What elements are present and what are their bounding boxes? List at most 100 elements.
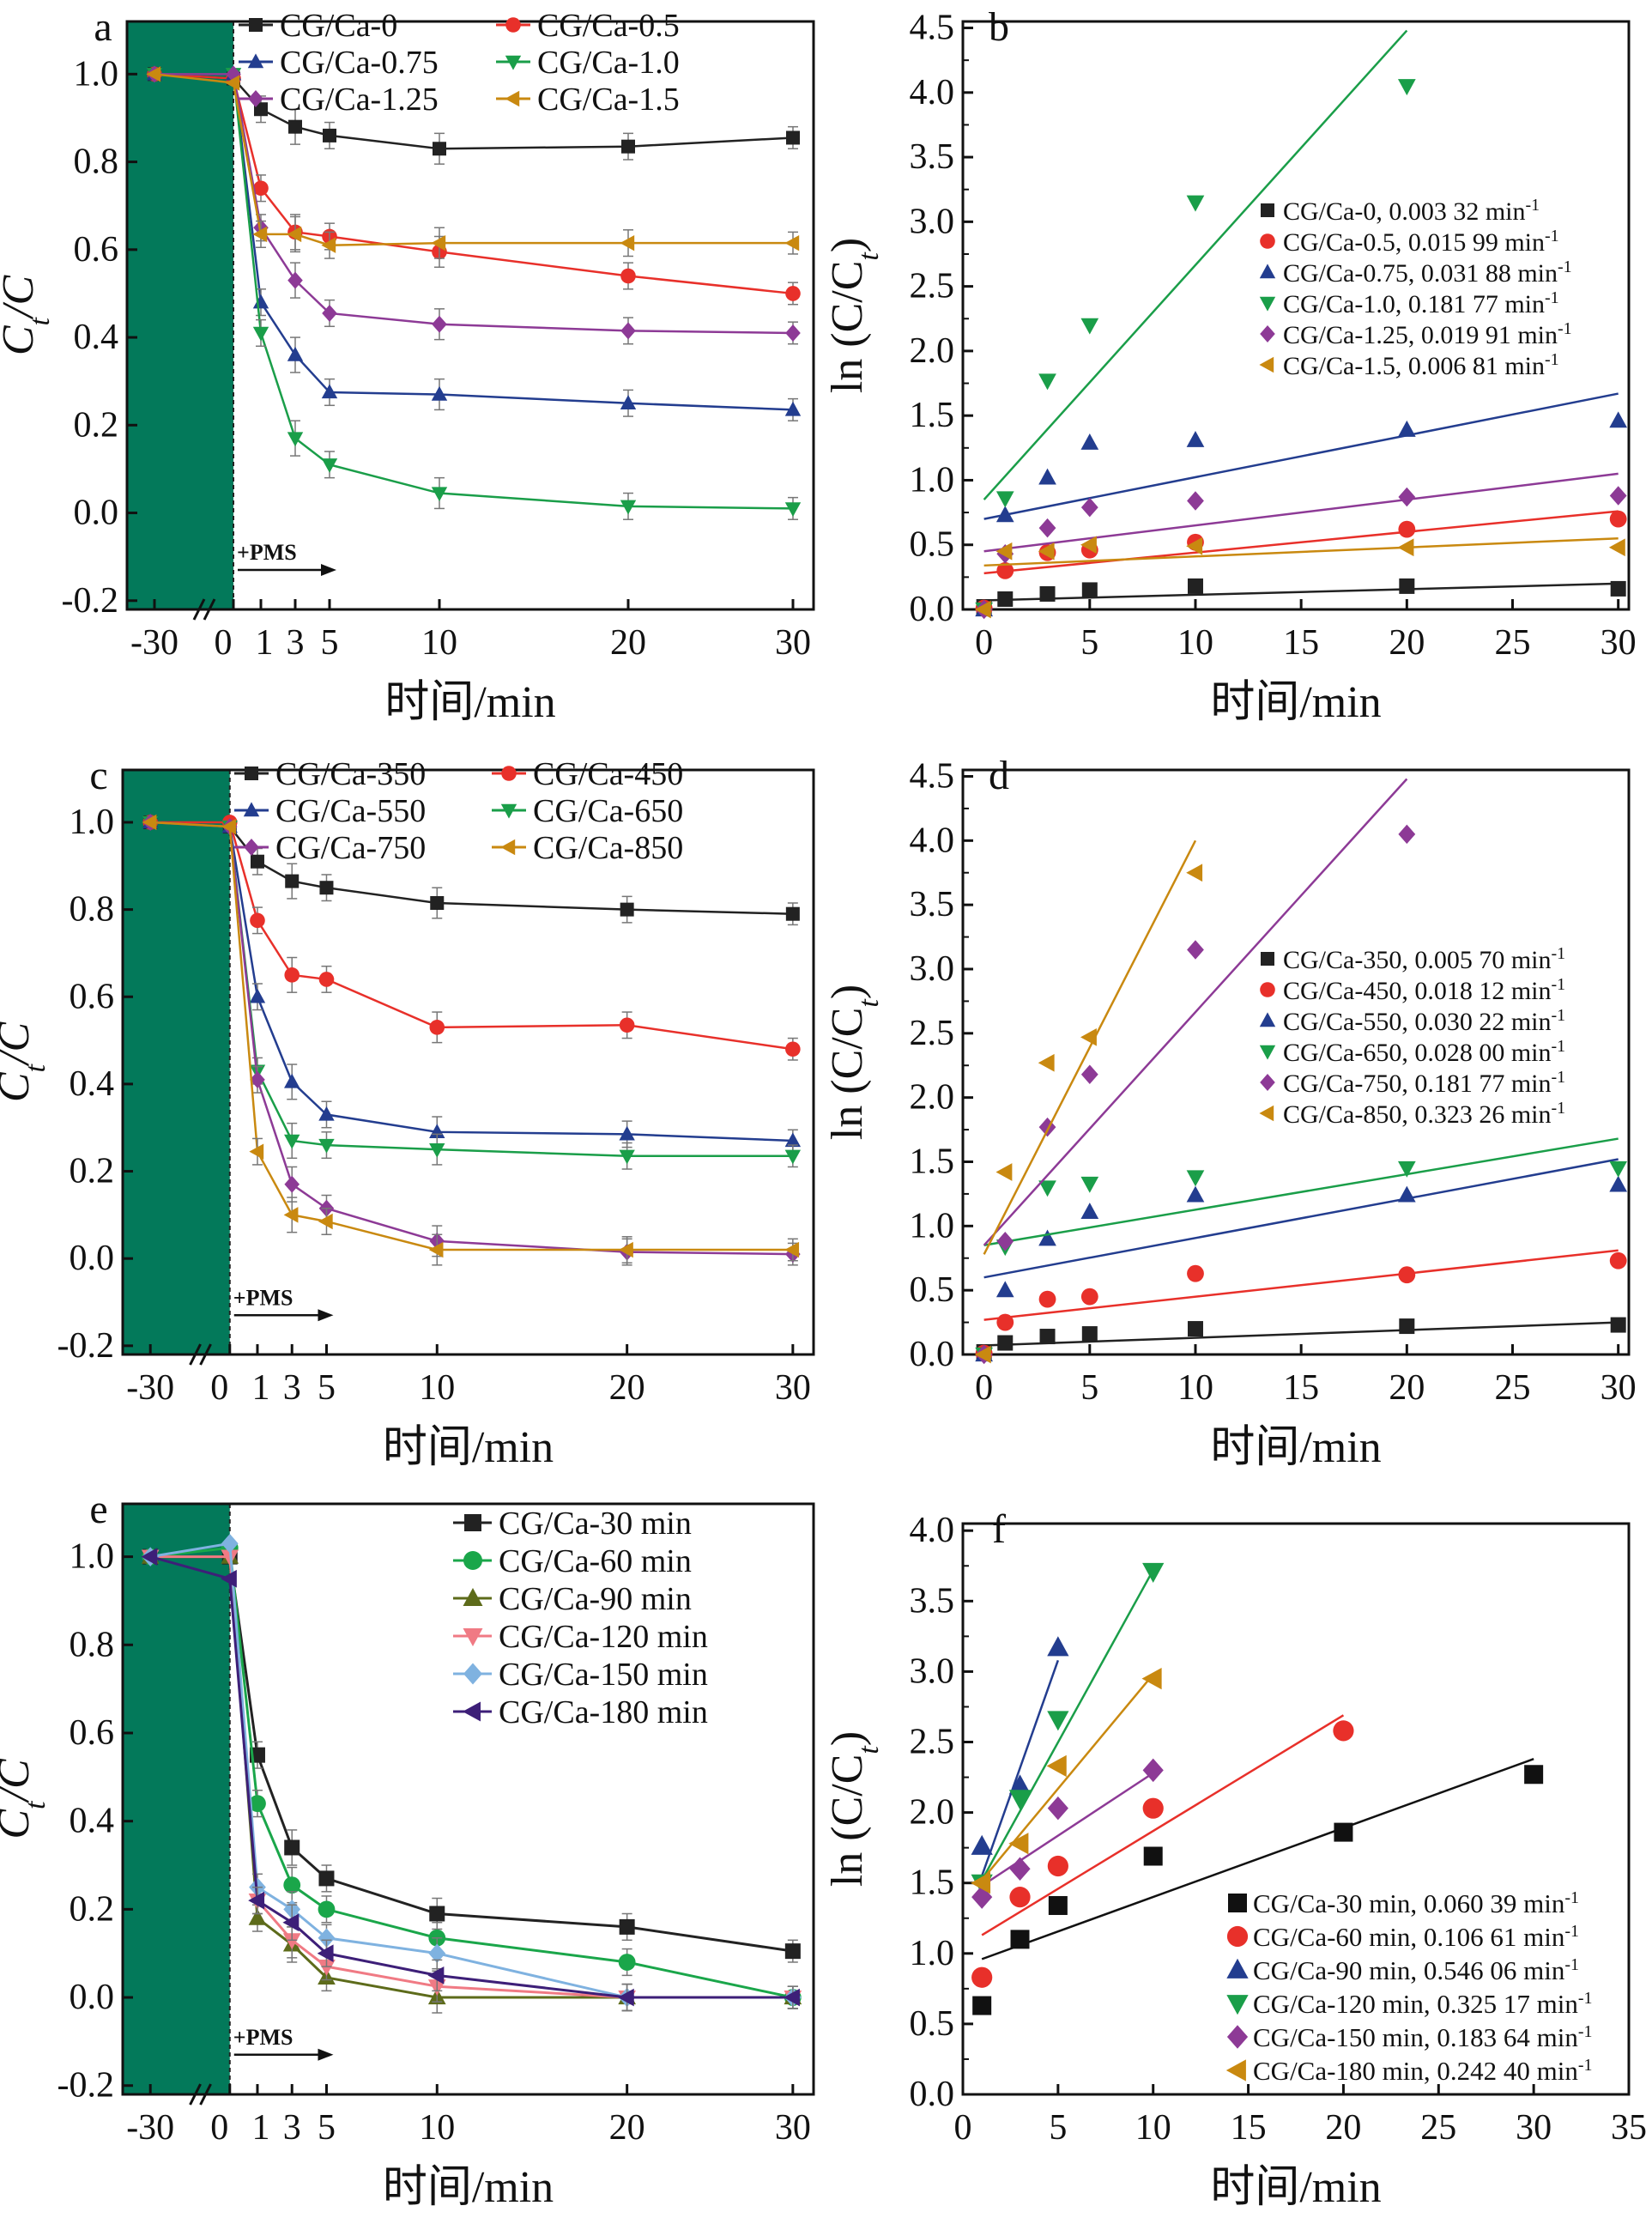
legend-label: CG/Ca-150 min: [499, 1657, 708, 1693]
y-label-sub: t: [853, 998, 885, 1008]
legend-superscript: -1: [1552, 1037, 1566, 1056]
data-point: [221, 818, 236, 835]
y-tick-label: 2.0: [910, 1078, 955, 1118]
pms-annotation: +PMS: [233, 1285, 293, 1310]
legend-label: CG/Ca-850: [533, 830, 683, 866]
data-point: [1187, 1321, 1203, 1337]
x-tick-label: 5: [1080, 623, 1098, 663]
y-tick-label: 0.5: [910, 2004, 955, 2044]
data-point: [318, 1960, 336, 1976]
data-point: [1047, 1711, 1069, 1731]
x-tick-label: -30: [126, 1368, 174, 1408]
legend-label: CG/Ca-1.5: [537, 82, 680, 118]
x-tick-label: 10: [1177, 1368, 1213, 1408]
y-tick-label: 1.0: [70, 803, 115, 842]
series-4: [975, 29, 1416, 619]
data-point: [974, 600, 991, 619]
data-point: [141, 1548, 158, 1566]
data-point: [1038, 1053, 1055, 1072]
x-tick-label: 20: [609, 2108, 645, 2148]
y-label-sub: t: [20, 1063, 51, 1072]
data-point: [250, 912, 265, 929]
fit-line: [981, 1673, 1154, 1882]
data-point: [1398, 1266, 1416, 1284]
x-tick-label: 30: [775, 1368, 811, 1408]
x-tick-label: 0: [975, 623, 993, 663]
x-tick-label: 5: [1049, 2108, 1067, 2148]
y-tick-label: 2.5: [910, 267, 955, 306]
y-label-main: C: [0, 1071, 39, 1102]
x-tick-label: 30: [775, 623, 811, 663]
legend-marker: [1226, 1958, 1249, 1979]
data-point: [287, 432, 304, 447]
x-tick-label: -30: [130, 623, 179, 663]
panel-f: 0.0 0.5 1.0 1.5 2.0 2.5 3.0 3.5 4.0 0 5 10 15 20 25 30 3…: [823, 1506, 1647, 2212]
fit-line: [983, 839, 1197, 1255]
data-point: [318, 1870, 335, 1887]
data-point: [620, 268, 636, 284]
data-point: [1009, 1857, 1031, 1882]
y-tick-label: 4.0: [910, 1511, 955, 1550]
data-point: [1142, 1758, 1164, 1783]
data-point: [996, 561, 1014, 579]
y-tick-label: -0.2: [62, 581, 119, 621]
data-point: [1010, 1930, 1030, 1949]
legend-marker: [1259, 356, 1274, 373]
x-tick-label: 20: [609, 1368, 645, 1408]
data-point: [1080, 1288, 1098, 1306]
axis-break-mark: [192, 598, 206, 621]
data-point: [971, 1834, 993, 1855]
data-point: [784, 1149, 802, 1165]
legend-label: CG/Ca-0, 0.003 32 min-1: [1283, 196, 1540, 226]
x-tick-label: 30: [775, 2108, 811, 2148]
data-point: [318, 1900, 336, 1918]
data-point: [995, 1281, 1014, 1298]
data-point: [1333, 1720, 1354, 1742]
data-point: [1080, 536, 1097, 554]
data-point: [1081, 582, 1098, 598]
pms-arrow-head: [321, 563, 336, 576]
series-4: [971, 1562, 1165, 1894]
data-point: [1080, 433, 1099, 450]
y-label-main: C: [0, 324, 43, 355]
data-point: [429, 1020, 445, 1035]
y-tick-label: 1.5: [910, 396, 955, 435]
data-point: [785, 906, 800, 921]
data-point: [431, 385, 448, 401]
data-point: [1398, 520, 1416, 538]
data-point: [283, 1876, 301, 1894]
y-tick-label: 1.0: [910, 1206, 955, 1245]
data-point: [1080, 1203, 1099, 1219]
y-tick-label: 0.5: [910, 1270, 955, 1310]
legend-superscript: -1: [1552, 1068, 1566, 1087]
x-axis-label: 时间/min: [383, 1423, 554, 1472]
legend-marker: [463, 1701, 481, 1722]
data-point: [974, 1345, 991, 1364]
fit-line: [983, 778, 1408, 1246]
y-tick-label: 1.0: [70, 1537, 115, 1577]
data-point: [995, 506, 1014, 523]
legend-label: CG/Ca-30 min: [499, 1506, 692, 1542]
data-point: [1186, 864, 1203, 882]
y-label-sub: t: [853, 1745, 885, 1754]
legend-marker: [244, 839, 259, 856]
data-point: [784, 1943, 801, 1960]
series-line: [150, 821, 793, 1142]
data-point: [252, 294, 269, 309]
x-axis-label: 时间/min: [384, 678, 555, 727]
y-tick-label: 0.8: [70, 1625, 115, 1664]
legend-label: CG/Ca-60 min: [499, 1543, 692, 1579]
plot-frame: [121, 768, 815, 1356]
fit-line: [983, 1137, 1619, 1247]
data-point: [146, 66, 161, 82]
legend-marker: [505, 17, 521, 33]
fit-line: [983, 536, 1619, 567]
legend-superscript: -1: [1578, 2022, 1593, 2041]
data-point: [1038, 1180, 1056, 1197]
axis-break-mark: [199, 2083, 212, 2106]
series-1: [143, 815, 800, 926]
y-tick-label: 0.0: [910, 2075, 955, 2114]
data-point: [427, 1966, 445, 1985]
fit-line: [981, 1569, 1154, 1882]
y-label-main: ln (C/C: [823, 261, 872, 394]
